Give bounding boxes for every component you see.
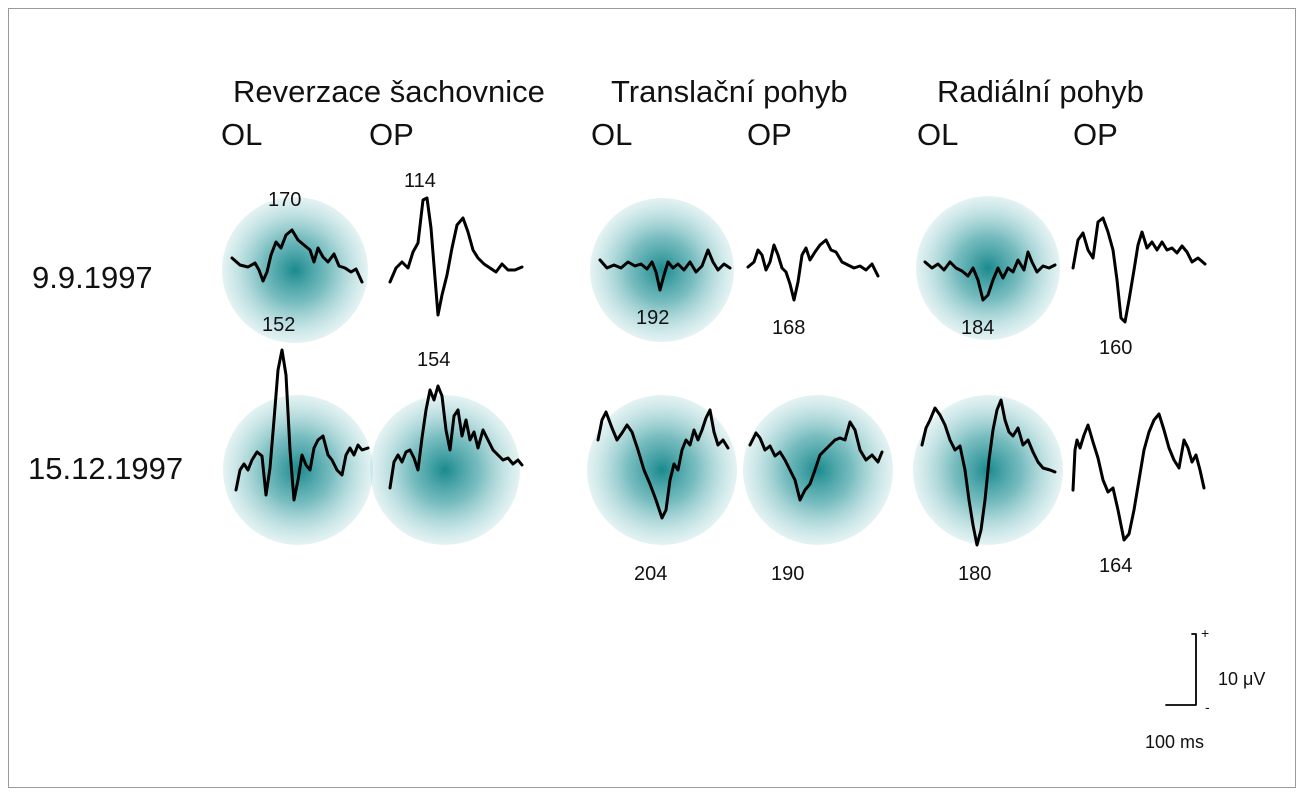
- eye-label-checker-ol: OL: [221, 117, 263, 152]
- latency-r1-checker-ol: 170: [268, 189, 302, 211]
- latency-r1-checker-op: 114: [404, 170, 436, 192]
- latency-r2-checker-op: 154: [417, 349, 451, 371]
- highlight-disc-r2-trans-op: [743, 395, 893, 545]
- figure-border: [8, 8, 1296, 788]
- latency-r2-trans-op: 190: [771, 563, 805, 585]
- latency-r2-trans-ol: 204: [634, 563, 668, 585]
- title-radial-motion: Radiální pohyb: [937, 74, 1144, 109]
- latency-r2-radial-ol: 180: [958, 563, 992, 585]
- latency-r2-checker-ol: 152: [262, 314, 296, 336]
- date-session-1: 9.9.1997: [32, 260, 153, 295]
- highlight-disc-r1-radial-ol: [916, 196, 1060, 340]
- waveform-r2-checker-op: [388, 384, 524, 490]
- waveform-r2-radial-ol: [920, 398, 1057, 547]
- eye-label-radial-op: OP: [1073, 117, 1118, 152]
- waveform-r1-radial-ol: [923, 250, 1057, 302]
- waveform-r1-trans-op: [746, 238, 880, 302]
- eye-label-checker-op: OP: [369, 117, 414, 152]
- scale-bar: [1165, 633, 1197, 706]
- latency-r1-trans-ol: 192: [636, 307, 670, 329]
- waveform-r1-trans-ol: [598, 248, 732, 292]
- title-translational-motion: Translační pohyb: [611, 74, 848, 109]
- latency-r1-radial-op: 160: [1099, 337, 1133, 359]
- eye-label-trans-ol: OL: [591, 117, 633, 152]
- scale-minus-sign: -: [1205, 699, 1210, 715]
- scale-time-label: 100 ms: [1145, 732, 1205, 752]
- title-checkerboard-reversal: Reverzace šachovnice: [233, 74, 545, 109]
- latency-r1-radial-ol: 184: [961, 317, 995, 339]
- waveform-r2-checker-ol: [234, 348, 370, 502]
- waveform-r2-trans-ol: [596, 408, 730, 520]
- latency-r2-radial-op: 164: [1099, 555, 1133, 577]
- waveform-r2-trans-op: [748, 420, 884, 502]
- eye-label-radial-ol: OL: [917, 117, 959, 152]
- highlight-disc-r1-checker-ol: [222, 197, 368, 343]
- highlight-disc-r1-trans-ol: [590, 198, 734, 342]
- eye-label-trans-op: OP: [747, 117, 792, 152]
- highlight-disc-r2-checker-ol: [223, 395, 373, 545]
- waveform-r2-radial-op: [1071, 412, 1206, 542]
- scale-plus-sign: +: [1201, 625, 1210, 641]
- latency-r1-trans-op: 168: [772, 317, 806, 339]
- date-session-2: 15.12.1997: [28, 451, 184, 486]
- waveform-r1-checker-op: [388, 196, 524, 317]
- waveform-r1-checker-ol: [230, 228, 364, 284]
- scale-amplitude-label: 10 μV: [1218, 669, 1266, 689]
- waveform-r1-radial-op: [1071, 216, 1207, 324]
